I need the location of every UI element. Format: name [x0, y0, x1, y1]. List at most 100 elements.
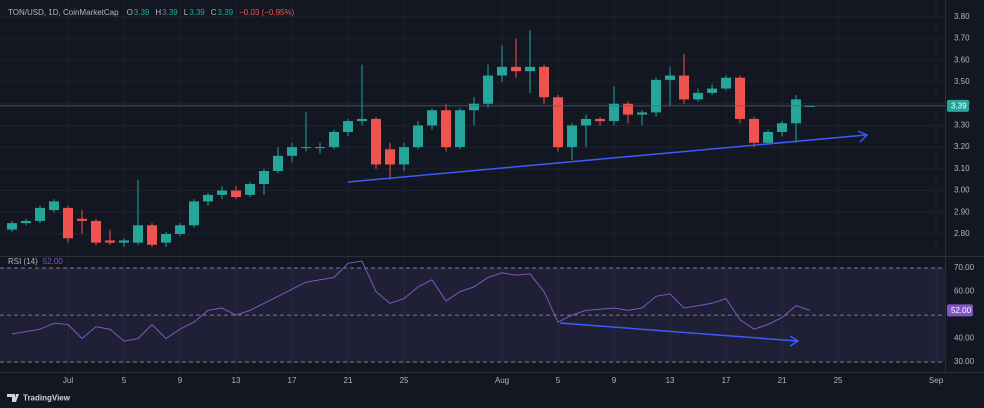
y-tick-label: 3.00: [954, 186, 970, 195]
candle-body: [273, 155, 284, 172]
legend-field-value: 3.39: [218, 8, 234, 17]
candle-body: [455, 110, 466, 148]
candle-body: [105, 240, 116, 243]
y-tick-label: 2.90: [954, 207, 970, 216]
candle-body: [693, 92, 704, 100]
candle-body: [315, 147, 326, 149]
x-tick-label: 13: [666, 376, 675, 385]
x-tick-label: 9: [178, 376, 183, 385]
candle-body: [777, 123, 788, 132]
rsi-line: [11, 260, 811, 342]
y-tick-label: 3.80: [954, 12, 970, 21]
y-tick-label: 3.20: [954, 142, 970, 151]
y-tick-label: 30.00: [954, 357, 975, 366]
candle-body: [49, 201, 60, 211]
candle-body: [553, 97, 564, 148]
x-tick-label: 9: [612, 376, 617, 385]
candle-body: [749, 118, 760, 143]
x-tick-label: 21: [778, 376, 787, 385]
x-tick-label: 17: [722, 376, 731, 385]
x-tick-label: 25: [834, 376, 843, 385]
legend-field-label: H: [155, 8, 161, 17]
brand: TradingView: [23, 394, 71, 403]
current-price-label: 3.39: [951, 102, 967, 111]
legend-field-value: 3.39: [189, 8, 205, 17]
trend-line: [347, 134, 867, 183]
candle-body: [581, 118, 592, 126]
x-tick-label: Sep: [929, 376, 944, 385]
candle-body: [63, 207, 74, 239]
candle-body: [147, 225, 158, 245]
y-tick-label: 3.10: [954, 164, 970, 173]
legend-field-label: C: [211, 8, 217, 17]
y-tick-label: 3.60: [954, 55, 970, 64]
candle-body: [217, 190, 228, 195]
x-tick-label: 13: [232, 376, 241, 385]
candle-body: [763, 131, 774, 143]
candle-body: [469, 103, 480, 111]
rsi-value-label: 52.00: [951, 306, 972, 315]
candle-body: [735, 77, 746, 119]
candle-body: [189, 201, 200, 226]
candle-body: [497, 66, 508, 76]
candle-body: [203, 194, 214, 202]
candle-body: [245, 184, 256, 195]
candle-body: [20, 220, 31, 224]
candle-body: [259, 171, 270, 185]
candle-body: [707, 88, 718, 93]
candle-body: [301, 147, 312, 149]
x-tick-label: 25: [400, 376, 409, 385]
candle-body: [637, 112, 648, 115]
candle-body: [567, 125, 578, 148]
x-tick-label: 17: [288, 376, 297, 385]
candle-body: [329, 131, 340, 148]
candle-body: [441, 110, 452, 148]
candle-body: [133, 225, 144, 243]
y-tick-label: 3.30: [954, 121, 970, 130]
candle-body: [287, 147, 298, 156]
x-tick-label: 5: [556, 376, 561, 385]
x-tick-label: 5: [122, 376, 127, 385]
rsi-value: 52.00: [43, 257, 64, 266]
x-tick-label: Aug: [495, 376, 509, 385]
candle-body: [399, 147, 410, 165]
candle-body: [371, 118, 382, 165]
legend-change: −0.03 (−0.95%): [239, 8, 294, 17]
candle-body: [161, 233, 172, 243]
rsi-value-box: [947, 304, 973, 317]
candle-body: [805, 105, 816, 107]
candle-body: [721, 77, 732, 89]
candle-body: [119, 240, 130, 243]
candle-body: [231, 190, 242, 198]
candle-body: [413, 125, 424, 148]
rsi-title: RSI (14): [8, 257, 38, 266]
candle-body: [511, 66, 522, 72]
y-tick-label: 40.00: [954, 334, 975, 343]
legend-field-label: L: [184, 8, 189, 17]
x-tick-label: 21: [344, 376, 353, 385]
candle-body: [665, 75, 676, 80]
legend-field-value: 3.39: [162, 8, 178, 17]
candle-body: [525, 66, 536, 72]
candle-body: [791, 99, 802, 124]
current-price-box: [947, 99, 969, 112]
y-tick-label: 70.00: [954, 263, 975, 272]
y-tick-label: 60.00: [954, 287, 975, 296]
candle-body: [595, 118, 606, 122]
y-tick-label: 2.80: [954, 229, 970, 238]
candle-body: [539, 66, 550, 98]
x-tick-label: Jul: [63, 376, 73, 385]
candle-body: [91, 220, 102, 243]
trend-annotation: [347, 130, 869, 347]
candle-body: [483, 75, 494, 104]
y-tick-label: 3.70: [954, 34, 970, 43]
marks: [0, 0, 945, 372]
candle-body: [175, 225, 186, 234]
candle-body: [651, 79, 662, 113]
candle-body: [385, 149, 396, 165]
candle-body: [77, 218, 88, 221]
footer-logo: TradingView: [7, 394, 71, 403]
candle-body: [34, 207, 45, 221]
